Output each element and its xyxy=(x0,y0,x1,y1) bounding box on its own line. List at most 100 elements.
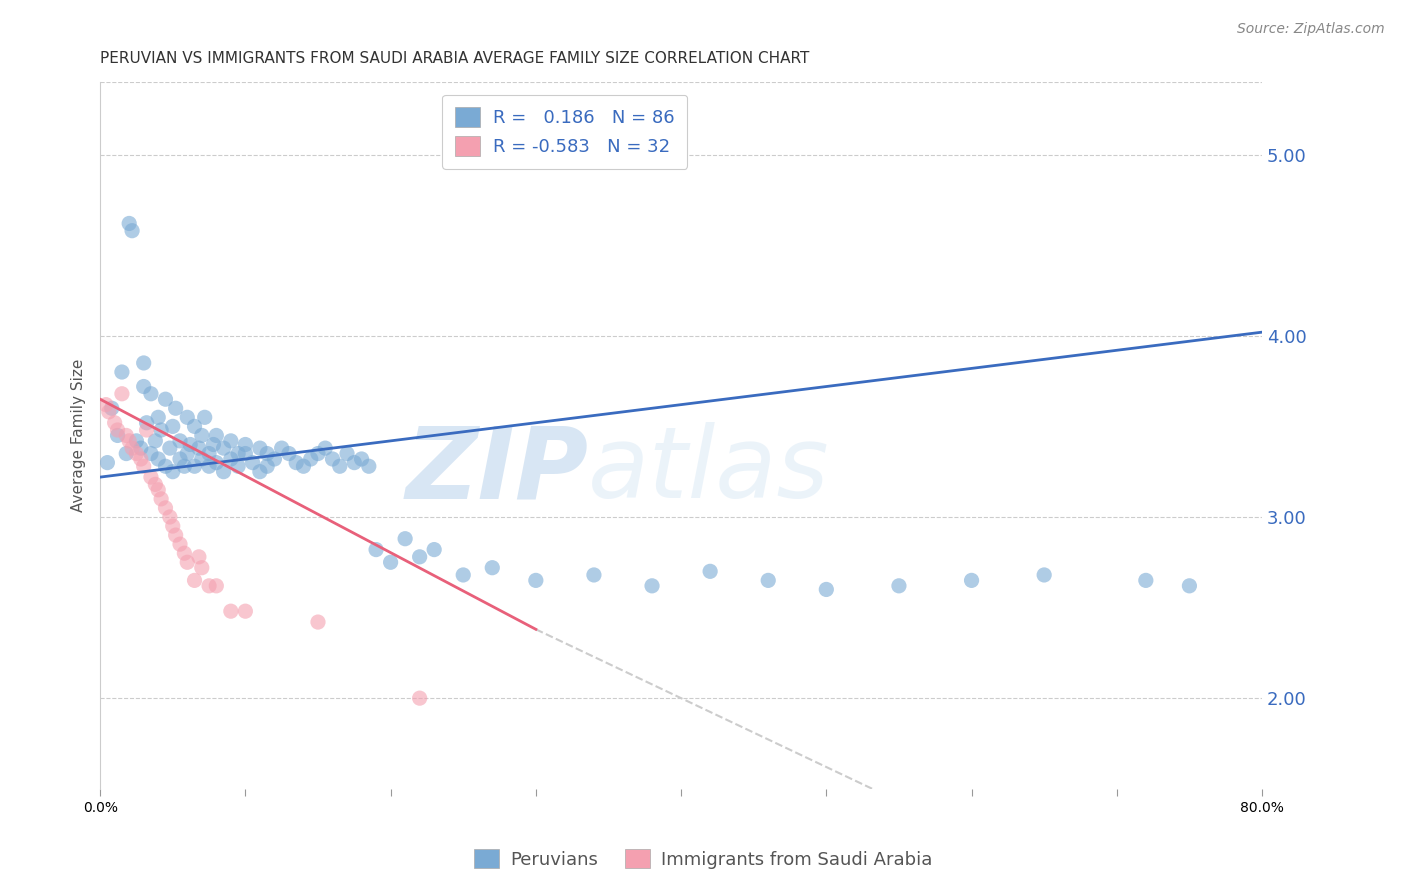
Point xyxy=(1033,568,1056,582)
Point xyxy=(169,434,191,448)
Point xyxy=(187,549,209,564)
Point xyxy=(159,510,181,524)
Point xyxy=(380,555,402,569)
Point xyxy=(278,446,301,460)
Point xyxy=(226,459,249,474)
Point xyxy=(162,465,184,479)
Point xyxy=(1135,574,1157,588)
Point xyxy=(97,405,120,419)
Point xyxy=(121,441,143,455)
Point xyxy=(219,434,242,448)
Point xyxy=(336,446,359,460)
Point xyxy=(321,452,343,467)
Point xyxy=(169,537,191,551)
Point xyxy=(111,386,134,401)
Point xyxy=(132,379,155,393)
Point xyxy=(173,546,195,560)
Point xyxy=(129,452,152,467)
Point xyxy=(129,441,152,455)
Point xyxy=(1353,138,1375,153)
Point xyxy=(198,459,221,474)
Point xyxy=(143,477,166,491)
Point xyxy=(155,459,177,474)
Point xyxy=(307,615,329,629)
Point xyxy=(111,365,134,379)
Legend: R =   0.186   N = 86, R = -0.583   N = 32: R = 0.186 N = 86, R = -0.583 N = 32 xyxy=(443,95,688,169)
Point xyxy=(191,560,214,574)
Point xyxy=(350,452,373,467)
Point xyxy=(169,452,191,467)
Point xyxy=(183,574,205,588)
Point xyxy=(285,456,308,470)
Point xyxy=(118,434,141,448)
Point xyxy=(104,416,127,430)
Point xyxy=(183,419,205,434)
Point xyxy=(143,434,166,448)
Point xyxy=(125,446,148,460)
Legend: Peruvians, Immigrants from Saudi Arabia: Peruvians, Immigrants from Saudi Arabia xyxy=(467,841,939,876)
Point xyxy=(960,574,983,588)
Point xyxy=(887,579,910,593)
Text: Source: ZipAtlas.com: Source: ZipAtlas.com xyxy=(1237,22,1385,37)
Point xyxy=(155,392,177,407)
Point xyxy=(165,401,187,416)
Point xyxy=(329,459,352,474)
Point xyxy=(150,423,173,437)
Point xyxy=(135,423,157,437)
Point xyxy=(815,582,838,597)
Point xyxy=(205,456,228,470)
Y-axis label: Average Family Size: Average Family Size xyxy=(72,359,86,512)
Point xyxy=(107,423,129,437)
Point xyxy=(121,224,143,238)
Text: PERUVIAN VS IMMIGRANTS FROM SAUDI ARABIA AVERAGE FAMILY SIZE CORRELATION CHART: PERUVIAN VS IMMIGRANTS FROM SAUDI ARABIA… xyxy=(100,51,810,66)
Point xyxy=(132,356,155,370)
Point xyxy=(135,416,157,430)
Point xyxy=(226,446,249,460)
Point xyxy=(263,452,285,467)
Point xyxy=(100,401,122,416)
Point xyxy=(148,483,170,497)
Point xyxy=(242,456,264,470)
Point xyxy=(194,410,217,425)
Point xyxy=(118,217,141,231)
Point xyxy=(235,604,257,618)
Point xyxy=(139,470,162,484)
Point xyxy=(183,459,205,474)
Point xyxy=(176,446,198,460)
Point xyxy=(205,428,228,442)
Point xyxy=(176,555,198,569)
Point xyxy=(343,456,366,470)
Point xyxy=(162,419,184,434)
Point xyxy=(249,441,271,455)
Point xyxy=(235,437,257,451)
Point xyxy=(132,459,155,474)
Point xyxy=(96,456,118,470)
Point xyxy=(394,532,416,546)
Point xyxy=(423,542,446,557)
Point xyxy=(481,560,503,574)
Point xyxy=(756,574,779,588)
Point xyxy=(256,446,278,460)
Point xyxy=(408,549,430,564)
Point xyxy=(107,428,129,442)
Point xyxy=(235,446,257,460)
Point xyxy=(299,452,322,467)
Point xyxy=(173,459,195,474)
Point xyxy=(212,465,235,479)
Point xyxy=(451,568,474,582)
Point xyxy=(115,428,138,442)
Text: ZIP: ZIP xyxy=(405,422,588,519)
Point xyxy=(219,452,242,467)
Point xyxy=(1178,579,1201,593)
Point xyxy=(150,491,173,506)
Point xyxy=(187,441,209,455)
Point xyxy=(125,434,148,448)
Point xyxy=(198,579,221,593)
Point xyxy=(270,441,292,455)
Point xyxy=(307,446,329,460)
Point xyxy=(582,568,605,582)
Point xyxy=(139,446,162,460)
Point xyxy=(198,446,221,460)
Point xyxy=(202,437,225,451)
Point xyxy=(159,441,181,455)
